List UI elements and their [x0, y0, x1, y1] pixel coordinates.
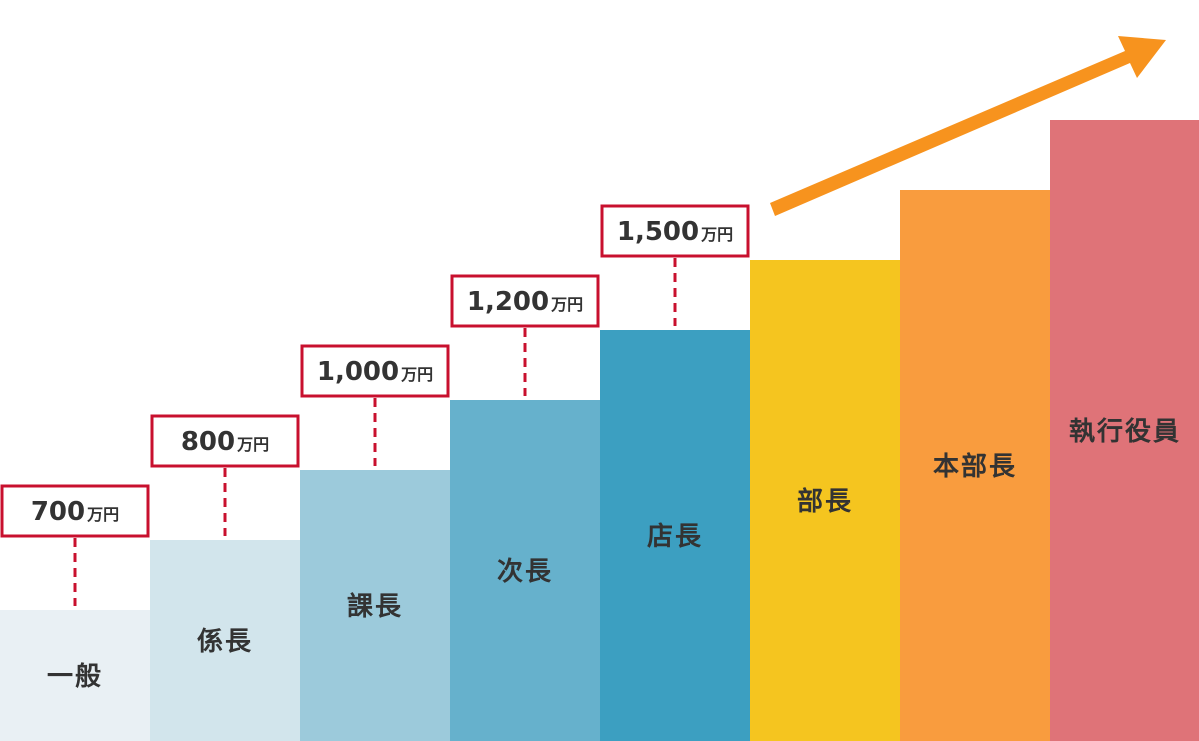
salary-label: 1,200 万円 [467, 287, 583, 317]
salary-box [450, 274, 600, 328]
salary-unit: 万円 [550, 295, 583, 314]
step: 本部長 [900, 190, 1050, 741]
salary-amount: 800 [181, 427, 235, 457]
salary-box [300, 344, 450, 398]
step: 課長 1,000 万円 [300, 344, 450, 741]
step: 係長 800 万円 [150, 414, 300, 741]
step-bar [450, 400, 600, 741]
step: 店長 1,500 万円 [600, 204, 750, 741]
step-title: 本部長 [933, 452, 1017, 482]
salary-unit: 万円 [86, 505, 119, 524]
step: 執行役員 [1050, 120, 1199, 741]
salary-label: 1,500 万円 [617, 217, 733, 247]
step-title: 店長 [647, 522, 703, 552]
salary-amount: 1,200 [467, 287, 549, 317]
salary-unit: 万円 [236, 435, 269, 454]
salary-box [600, 204, 750, 258]
salary-label: 1,000 万円 [317, 357, 433, 387]
salary-unit: 万円 [700, 225, 733, 244]
step-title: 係長 [197, 627, 253, 657]
salary-box [0, 484, 150, 538]
step-bar [1050, 120, 1199, 741]
growth-arrow [770, 36, 1166, 216]
step-bar [750, 260, 900, 741]
step-bar [900, 190, 1050, 741]
step: 次長 1,200 万円 [450, 274, 600, 741]
step-bar [0, 610, 150, 741]
salary-amount: 1,000 [317, 357, 399, 387]
salary-amount: 1,500 [617, 217, 699, 247]
step-bar [150, 540, 300, 741]
step-title: 一般 [47, 662, 103, 692]
salary-unit: 万円 [400, 365, 433, 384]
step-title: 課長 [347, 591, 403, 622]
step-bar [600, 330, 750, 741]
step-title: 次長 [497, 557, 553, 587]
salary-amount: 700 [31, 497, 85, 527]
step: 一般 700 万円 [0, 484, 150, 741]
salary-label: 700 万円 [31, 497, 119, 527]
step: 部長 [750, 260, 900, 741]
step-title: 部長 [797, 487, 853, 517]
step-title: 執行役員 [1069, 416, 1181, 447]
salary-box [150, 414, 300, 468]
salary-label: 800 万円 [181, 427, 269, 457]
step-bar [300, 470, 450, 741]
